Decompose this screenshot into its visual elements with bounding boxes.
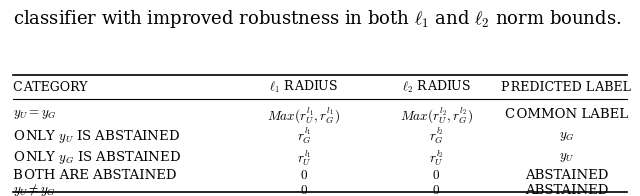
Text: O NLY $y_U$ IS ABSTAINED: O NLY $y_U$ IS ABSTAINED xyxy=(13,128,180,145)
Text: ABSTAINED: ABSTAINED xyxy=(525,184,608,196)
Text: P REDICTED L ABEL: P REDICTED L ABEL xyxy=(502,81,631,94)
Text: C OMMON LABEL: C OMMON LABEL xyxy=(505,108,628,121)
Text: $r_U^{l_1}$: $r_U^{l_1}$ xyxy=(296,148,312,168)
Text: $y_U = y_G$: $y_U = y_G$ xyxy=(13,108,57,121)
Text: C ATEGORY: C ATEGORY xyxy=(13,81,87,94)
Text: B OTH ARE ABSTAINED: B OTH ARE ABSTAINED xyxy=(13,169,176,182)
Text: $\ell_2$ R ADIUS: $\ell_2$ R ADIUS xyxy=(402,79,471,95)
Text: $0$: $0$ xyxy=(300,184,308,196)
Text: $Max(r_U^{l_2}, r_G^{l_2})$: $Max(r_U^{l_2}, r_G^{l_2})$ xyxy=(400,105,473,125)
Text: $y_U$: $y_U$ xyxy=(559,151,574,164)
Text: $\ell_1$ R ADIUS: $\ell_1$ R ADIUS xyxy=(269,79,339,95)
Text: $r_U^{l_2}$: $r_U^{l_2}$ xyxy=(429,148,444,168)
Text: $0$: $0$ xyxy=(433,184,440,196)
Text: O NLY $y_G$ IS ABSTAINED: O NLY $y_G$ IS ABSTAINED xyxy=(13,149,181,166)
Text: $y_U \neq y_G$: $y_U \neq y_G$ xyxy=(13,182,56,196)
Text: ABSTAINED: ABSTAINED xyxy=(525,169,608,182)
Text: $r_G^{l_2}$: $r_G^{l_2}$ xyxy=(429,126,444,146)
Text: $Max(r_U^{l_1}, r_G^{l_1})$: $Max(r_U^{l_1}, r_G^{l_1})$ xyxy=(268,105,340,125)
Text: $r_G^{l_1}$: $r_G^{l_1}$ xyxy=(296,126,312,146)
Text: $0$: $0$ xyxy=(433,169,440,182)
Text: $0$: $0$ xyxy=(300,169,308,182)
Text: $y_G$: $y_G$ xyxy=(559,130,574,143)
Text: classifier with improved robustness in both $\ell_1$ and $\ell_2$ norm bounds.: classifier with improved robustness in b… xyxy=(13,8,621,30)
